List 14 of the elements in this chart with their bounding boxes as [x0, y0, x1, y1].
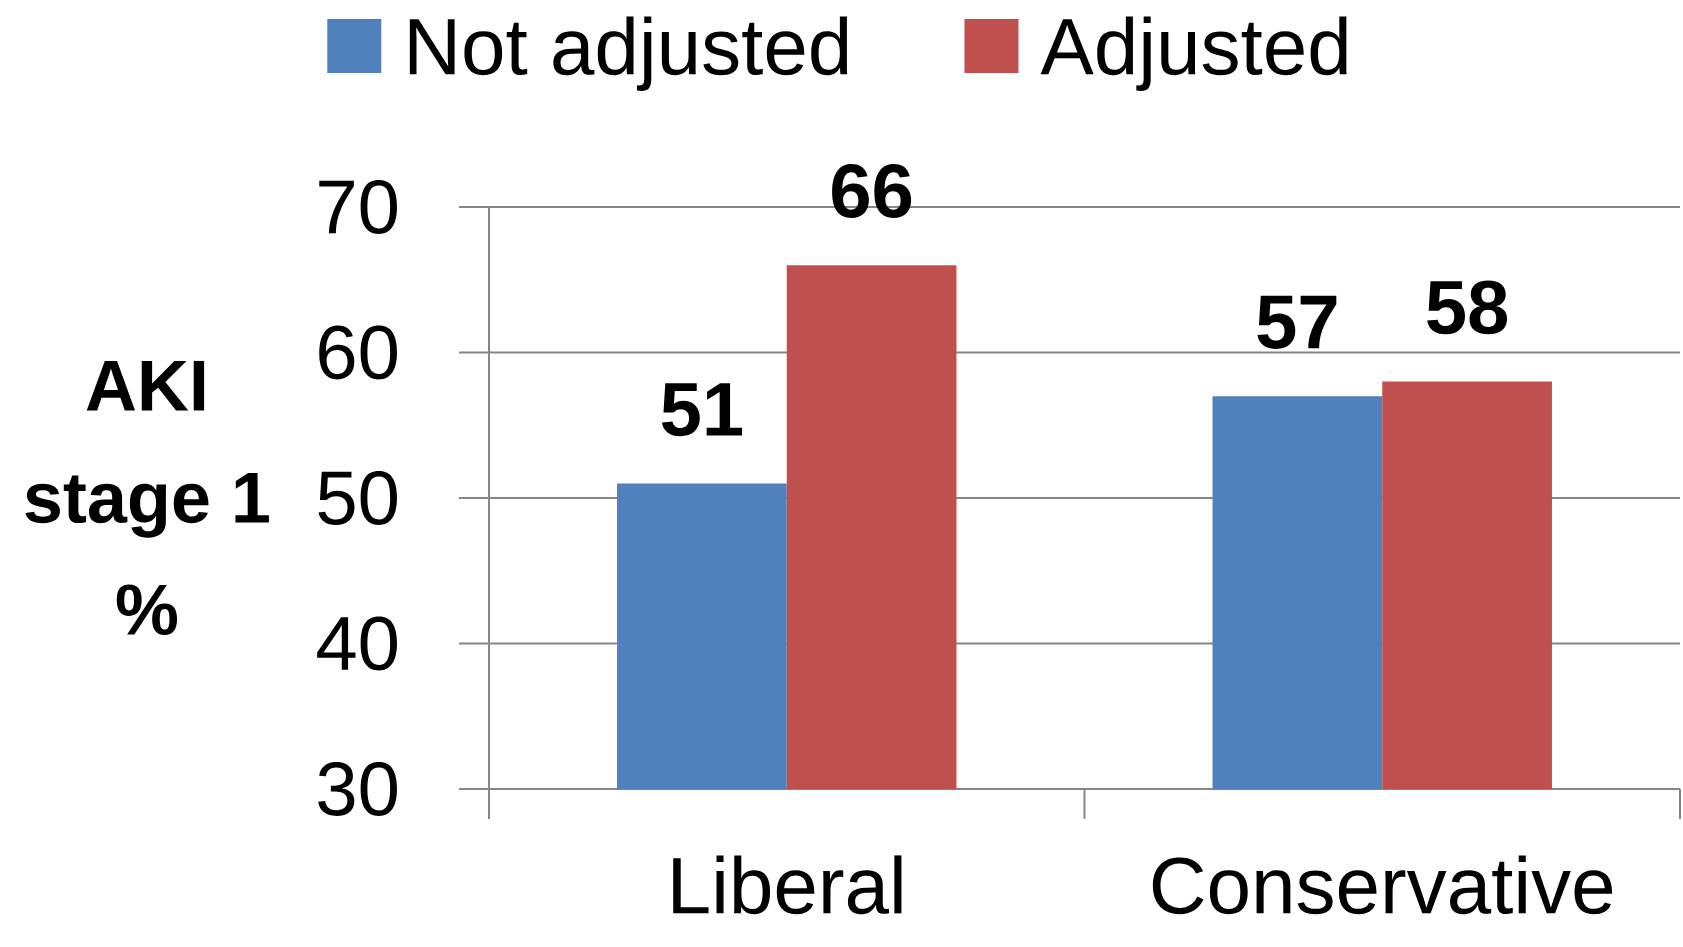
legend-label: Not adjusted [409, 16, 848, 91]
y-tick-label: 70 [319, 180, 397, 234]
data-label: 66 [832, 164, 912, 218]
y-axis-title: AKI stage 1 % [25, 360, 269, 636]
data-label: 58 [1427, 280, 1508, 335]
y-tick-label: 30 [318, 762, 397, 816]
y-tick-label: 50 [318, 471, 397, 525]
y-tick-label: 40 [317, 616, 397, 671]
data-label: 57 [1257, 295, 1337, 349]
x-tick-label: Conservative [1152, 855, 1613, 915]
data-label: 51 [661, 383, 743, 437]
x-tick-label: Liberal [673, 855, 902, 915]
y-tick-label: 60 [319, 325, 397, 380]
legend-label: Adjusted [1040, 16, 1347, 91]
